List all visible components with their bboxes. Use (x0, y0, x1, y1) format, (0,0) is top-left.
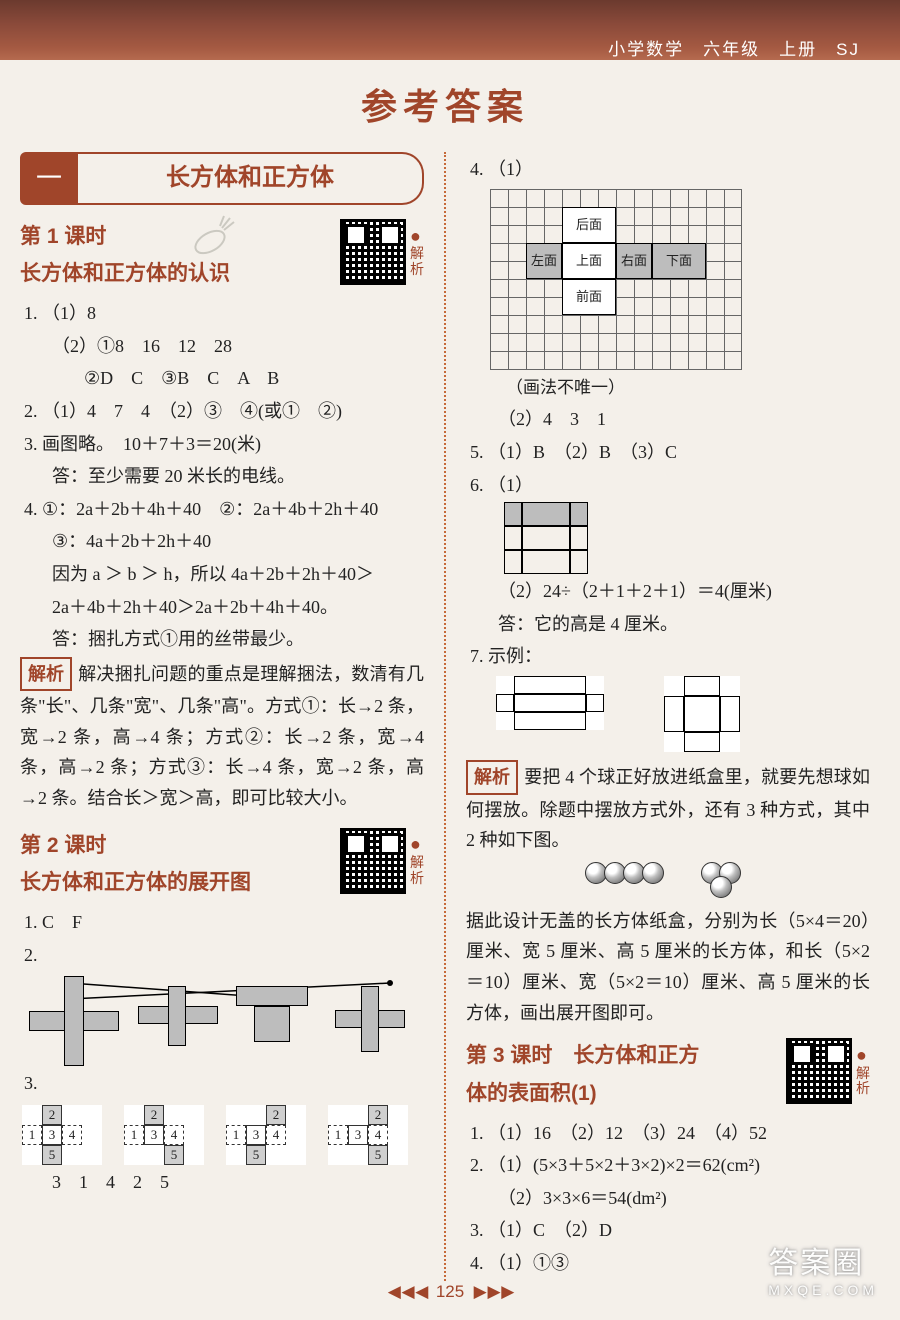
footer-left: ◀ ◀ ◀ (388, 1282, 427, 1301)
lesson1-line2: 长方体和正方体的认识 (20, 256, 230, 292)
t-shape-3 (335, 986, 415, 1056)
column-divider (444, 152, 446, 1281)
lesson3-line2: 体的表面积(1) (466, 1076, 699, 1112)
unit-title: 长方体和正方体 (78, 152, 424, 205)
lesson3-line1: 第 3 课时 长方体和正方 (466, 1038, 699, 1074)
page-number: 125 (436, 1282, 464, 1301)
net-zuo: 左面 (526, 243, 562, 279)
jiexi-tag: 解析 (466, 760, 518, 795)
net-hou: 后面 (562, 207, 616, 243)
main-title: 参考答案 (20, 78, 870, 130)
l3-a2b: （2）3×3×6＝54(dm²) (466, 1183, 870, 1214)
mini-net-4: 2 134 5 (328, 1105, 408, 1165)
l1-a4b: ③：4a＋2b＋2h＋40 (20, 526, 424, 557)
l2-q2-shapes (20, 976, 424, 1066)
columns: 一 长方体和正方体 第 1 课时 长方体和正方体的认识 ● 解 析 1. （ (20, 152, 870, 1281)
l2-a1: 1. C F (20, 907, 424, 938)
qr-block[interactable]: ● 解 析 (340, 219, 424, 285)
r-jiexi2: 据此设计无盖的长方体纸盒，分别为长（5×4＝20）厘米、宽 5 厘米、高 5 厘… (466, 906, 870, 1028)
r-jiexi1: 解析要把 4 个球正好放进纸盒里，就要先想球如何摆放。除题中摆放方式外，还有 3… (466, 760, 870, 856)
unit-header: 一 长方体和正方体 (20, 152, 424, 205)
lesson2-line1: 第 2 课时 (20, 828, 251, 864)
mini-net-1: 2 134 5 (22, 1105, 102, 1165)
r-q4a: 4. （1） (466, 154, 870, 185)
l1-a4: 4. ①：2a＋2b＋4h＋40 ②：2a＋4b＋2h＋40 (20, 494, 424, 525)
lesson2-line2: 长方体和正方体的展开图 (20, 865, 251, 901)
cross-shape (29, 976, 119, 1066)
q6-shape (504, 502, 870, 574)
l1-a1: 1. （1）8 (20, 298, 424, 329)
l1-a4c: 因为 a ＞ b ＞ h，所以 4a＋2b＋2h＋40＞ (20, 559, 424, 590)
qr-label: ● 解 析 (410, 835, 424, 886)
unit-number: 一 (20, 152, 78, 205)
mini-net-3: 2 134 5 (226, 1105, 306, 1165)
footer-right: ▶ ▶ ▶ (474, 1282, 513, 1301)
cube-net-grid: 后面 左面 上面 右面 下面 前面 (490, 189, 742, 370)
lesson2-head: 第 2 课时 长方体和正方体的展开图 ● 解 析 (20, 828, 424, 901)
t-shape-2 (236, 986, 316, 1056)
lesson1-line1: 第 1 课时 (20, 219, 230, 255)
r-q6c: 答：它的高是 4 厘米。 (466, 609, 870, 640)
header-subject: 小学数学 六年级 上册 SJ (608, 35, 860, 60)
qr-label: ● 解 析 (410, 227, 424, 278)
l1-a4e: 答：捆扎方式①用的丝带最少。 (20, 624, 424, 655)
l1-a3: 3. 画图略。 10＋7＋3＝20(米) (20, 429, 424, 460)
lesson3-head: 第 3 课时 长方体和正方 体的表面积(1) ● 解 析 (466, 1038, 870, 1111)
jiexi-tag: 解析 (20, 657, 72, 692)
l3-a1: 1. （1）16 （2）12 （3）24 （4）52 (466, 1118, 870, 1149)
l1-jiexi: 解析解决捆扎问题的重点是理解捆法，数清有几条"长"、几条"宽"、几条"高"。方式… (20, 657, 424, 814)
top-bar: 小学数学 六年级 上册 SJ (0, 0, 900, 60)
page: 小学数学 六年级 上册 SJ 参考答案 一 长方体和正方体 第 1 课时 长方体… (0, 0, 900, 1320)
qr-block-3[interactable]: ● 解 析 (786, 1038, 870, 1104)
spheres-4 (588, 862, 664, 900)
qr-icon (340, 828, 406, 894)
r-q6a: 6. （1） (466, 470, 870, 501)
watermark: 答案圈 MXQE.COM (768, 1238, 878, 1298)
right-column: 4. （1） 后面 左面 上面 右面 下面 前面 （画法不唯一） （2）4 3 … (448, 152, 870, 1281)
t-shape-1 (138, 986, 218, 1056)
r-q7a: 7. 示例： (466, 641, 870, 672)
net-qian: 前面 (562, 279, 616, 315)
l1-a2: 2. （1）4 7 4 （2）③ ④(或① ②) (20, 396, 424, 427)
r-q5: 5. （1）B （2）B （3）C (466, 437, 870, 468)
net-shang: 上面 (562, 243, 616, 279)
q7-shape-a (496, 676, 604, 752)
l1-a3b: 答：至少需要 20 米长的电线。 (20, 461, 424, 492)
net-you: 右面 (616, 243, 652, 279)
left-column: 一 长方体和正方体 第 1 课时 长方体和正方体的认识 ● 解 析 1. （ (20, 152, 442, 1281)
qr-icon (786, 1038, 852, 1104)
net-xia: 下面 (652, 243, 706, 279)
l2-q3-nets: 2 134 5 2 134 5 2 134 5 2 134 5 (22, 1105, 424, 1165)
l1-a1b: （2）①8 16 12 28 (20, 331, 424, 362)
l2-a2: 2. (20, 940, 424, 971)
r-q6b: （2）24÷（2＋1＋2＋1）＝4(厘米) (466, 576, 870, 607)
l1-a1c: ②D C ③B C A B (20, 363, 424, 394)
l1-a4d: 2a＋4b＋2h＋40＞2a＋2b＋4h＋40。 (20, 592, 424, 623)
qr-block-2[interactable]: ● 解 析 (340, 828, 424, 894)
qr-label: ● 解 析 (856, 1046, 870, 1097)
q7-shape-b (664, 676, 740, 752)
r-q4b: （2）4 3 1 (466, 404, 870, 435)
watermark-sub: MXQE.COM (768, 1282, 878, 1298)
lesson1-head: 第 1 课时 长方体和正方体的认识 ● 解 析 (20, 219, 424, 292)
qr-icon (340, 219, 406, 285)
l2-a3: 3. (20, 1068, 424, 1099)
spheres-row (466, 862, 870, 900)
net-note: （画法不唯一） (506, 374, 870, 403)
spheres-2x2 (704, 862, 748, 900)
l3-a2: 2. （1）(5×3＋5×2＋3×2)×2＝62(cm²) (466, 1150, 870, 1181)
watermark-main: 答案圈 (768, 1247, 864, 1280)
mini-net-2: 2 134 5 (124, 1105, 204, 1165)
q7-shapes (496, 676, 870, 752)
page-footer: ◀ ◀ ◀ 125 ▶ ▶ ▶ (0, 1282, 900, 1302)
l2-a3res: 3 1 4 2 5 (20, 1167, 424, 1198)
